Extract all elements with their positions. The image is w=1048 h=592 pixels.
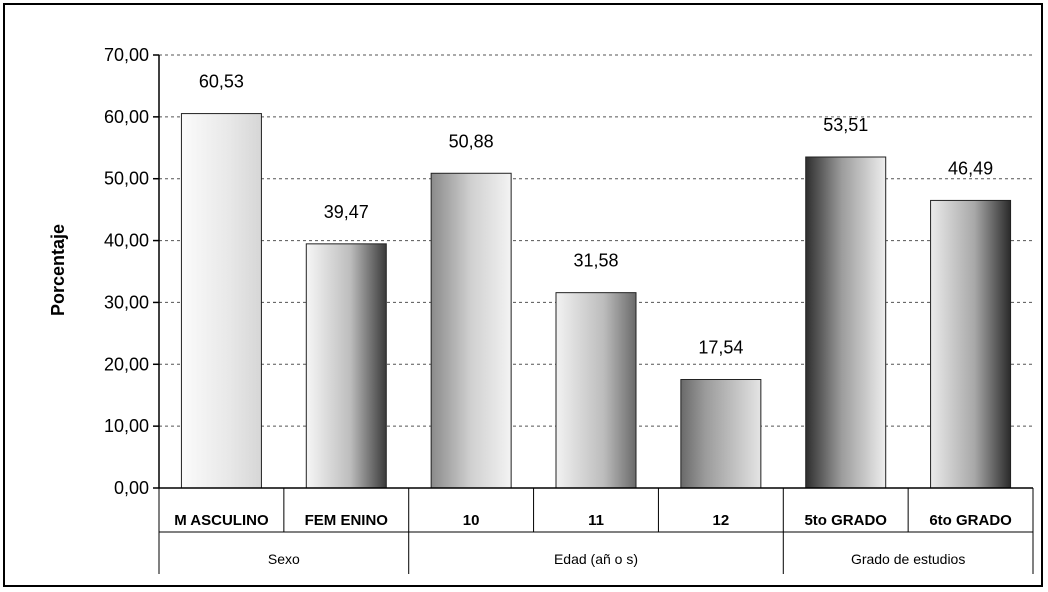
bar-5 — [680, 379, 762, 489]
y-tick-label: 20,00 — [104, 354, 149, 374]
grid-lines — [159, 54, 1033, 427]
bar-7 — [930, 199, 1012, 489]
group-label: Sexo — [268, 551, 300, 567]
x-tick-label: 10 — [463, 512, 480, 529]
x-tick-label: FEM ENINO — [305, 512, 389, 529]
y-axis-ticks: 0,00 10,00 20,00 30,00 40,00 50,00 60,00 70,00 — [104, 45, 159, 498]
data-label: 50,88 — [449, 131, 494, 151]
x-tick-label: M ASCULINO — [174, 512, 269, 529]
bar-2 — [305, 243, 387, 489]
data-labels: 60,53 39,47 50,88 31,58 17,54 53,51 46,49 — [199, 72, 993, 358]
axes — [158, 55, 1034, 574]
x-tick-label: 6to GRADO — [929, 512, 1012, 529]
data-label: 17,54 — [698, 338, 743, 358]
category-labels: M ASCULINO FEM ENINO 10 11 12 5to GRADO 6to GR… — [174, 512, 1012, 529]
data-label: 53,51 — [823, 115, 868, 135]
bar-4 — [555, 292, 637, 489]
bar-1 — [180, 113, 262, 489]
x-tick-label: 11 — [588, 512, 604, 529]
y-tick-label: 70,00 — [104, 45, 149, 65]
y-tick-label: 30,00 — [104, 292, 149, 312]
y-tick-label: 40,00 — [104, 231, 149, 251]
y-tick-label: 50,00 — [104, 169, 149, 189]
x-tick-label: 5to GRADO — [804, 512, 887, 529]
group-label: Edad (añ o s) — [554, 551, 638, 567]
group-labels: Sexo Edad (añ o s) Grado de estudios — [268, 551, 965, 567]
bar-6 — [805, 156, 887, 489]
data-label: 60,53 — [199, 72, 244, 92]
y-axis-label: Porcentaje — [48, 224, 68, 316]
data-label: 39,47 — [324, 202, 369, 222]
data-label: 46,49 — [948, 158, 993, 178]
y-tick-label: 60,00 — [104, 107, 149, 127]
bar-3 — [430, 172, 512, 489]
x-tick-label: 12 — [713, 512, 730, 529]
y-tick-label: 0,00 — [114, 478, 149, 498]
group-label: Grado de estudios — [851, 551, 965, 567]
bars — [180, 113, 1012, 489]
data-label: 31,58 — [573, 251, 618, 271]
y-tick-label: 10,00 — [104, 416, 149, 436]
